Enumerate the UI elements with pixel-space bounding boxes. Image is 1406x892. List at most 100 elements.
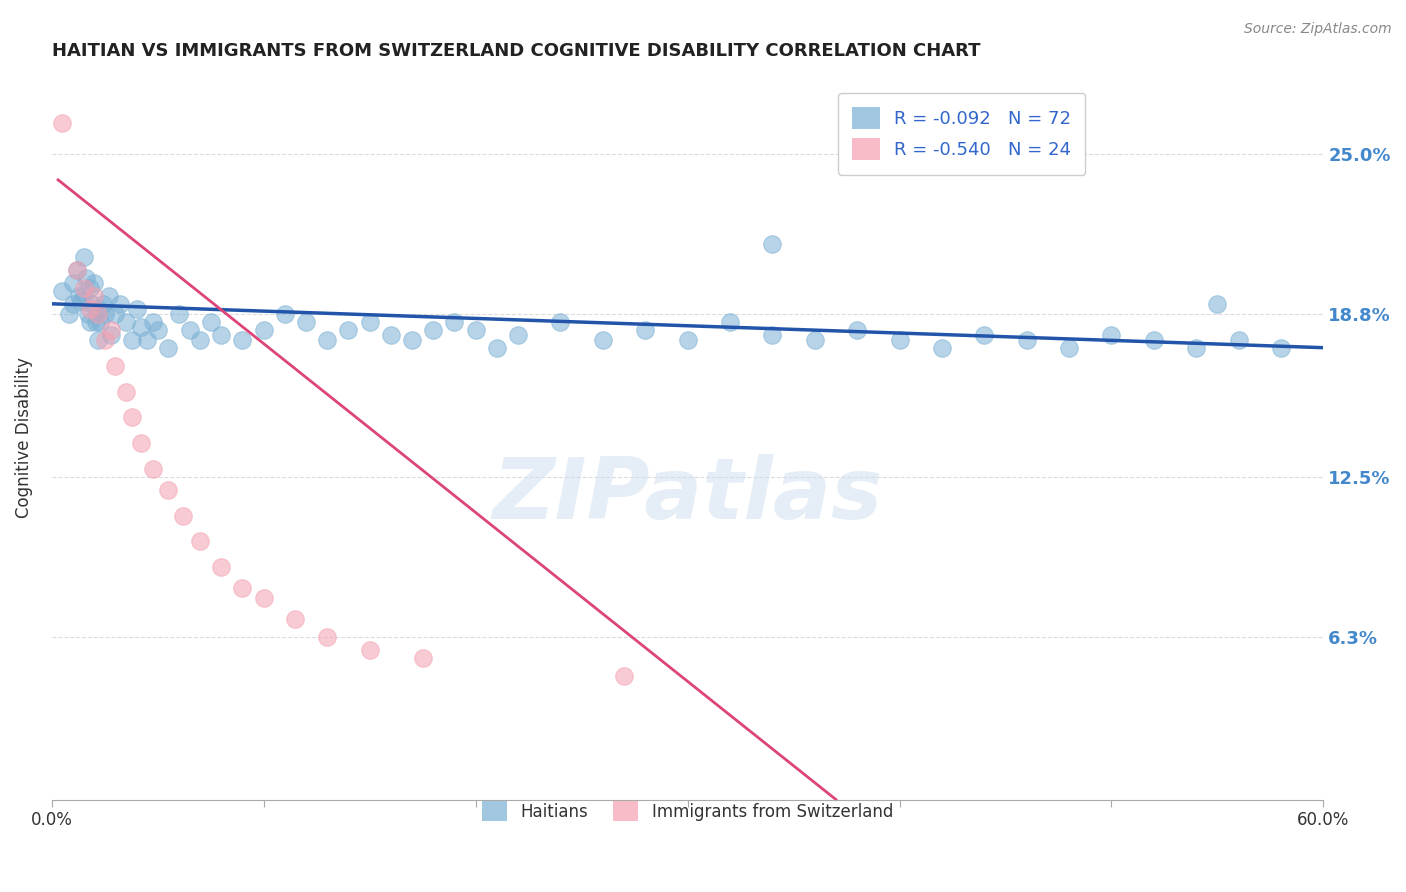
- Text: ZIPatlas: ZIPatlas: [492, 454, 883, 537]
- Y-axis label: Cognitive Disability: Cognitive Disability: [15, 358, 32, 518]
- Point: [146, 323, 169, 337]
- Point: [172, 508, 194, 523]
- Point: [142, 462, 165, 476]
- Point: [115, 315, 138, 329]
- Point: [79, 281, 101, 295]
- Point: [100, 327, 122, 342]
- Point: [157, 341, 180, 355]
- Point: [337, 323, 360, 337]
- Point: [931, 341, 953, 355]
- Point: [284, 612, 307, 626]
- Point: [142, 315, 165, 329]
- Point: [761, 237, 783, 252]
- Point: [889, 333, 911, 347]
- Legend: Haitians, Immigrants from Switzerland: Haitians, Immigrants from Switzerland: [468, 788, 907, 835]
- Point: [79, 301, 101, 316]
- Point: [1101, 327, 1123, 342]
- Point: [87, 307, 110, 321]
- Point: [58, 307, 80, 321]
- Point: [83, 289, 105, 303]
- Point: [718, 315, 741, 329]
- Point: [316, 630, 339, 644]
- Point: [167, 307, 190, 321]
- Point: [83, 276, 105, 290]
- Point: [66, 263, 89, 277]
- Point: [121, 410, 143, 425]
- Point: [115, 384, 138, 399]
- Point: [179, 323, 201, 337]
- Point: [613, 668, 636, 682]
- Point: [485, 341, 508, 355]
- Point: [72, 250, 94, 264]
- Point: [89, 315, 111, 329]
- Point: [209, 327, 232, 342]
- Point: [108, 297, 131, 311]
- Point: [51, 284, 73, 298]
- Point: [1206, 297, 1229, 311]
- Point: [316, 333, 339, 347]
- Point: [401, 333, 423, 347]
- Text: Source: ZipAtlas.com: Source: ZipAtlas.com: [1244, 22, 1392, 37]
- Point: [72, 281, 94, 295]
- Point: [72, 289, 94, 303]
- Point: [104, 307, 127, 321]
- Point: [231, 333, 253, 347]
- Point: [93, 307, 115, 321]
- Point: [676, 333, 699, 347]
- Point: [634, 323, 657, 337]
- Point: [51, 116, 73, 130]
- Point: [157, 483, 180, 497]
- Point: [422, 323, 444, 337]
- Point: [87, 333, 110, 347]
- Point: [550, 315, 572, 329]
- Point: [62, 276, 84, 290]
- Point: [188, 534, 211, 549]
- Point: [67, 289, 90, 303]
- Point: [443, 315, 465, 329]
- Point: [121, 333, 143, 347]
- Point: [253, 323, 276, 337]
- Point: [104, 359, 127, 373]
- Point: [973, 327, 995, 342]
- Point: [84, 315, 107, 329]
- Point: [253, 591, 276, 606]
- Point: [188, 333, 211, 347]
- Point: [129, 436, 152, 450]
- Point: [412, 650, 434, 665]
- Point: [359, 315, 381, 329]
- Point: [1185, 341, 1208, 355]
- Point: [506, 327, 529, 342]
- Point: [79, 315, 101, 329]
- Point: [1143, 333, 1166, 347]
- Point: [100, 323, 122, 337]
- Point: [803, 333, 825, 347]
- Point: [70, 294, 93, 309]
- Point: [87, 301, 110, 316]
- Point: [91, 297, 114, 311]
- Point: [1015, 333, 1038, 347]
- Point: [464, 323, 486, 337]
- Point: [62, 297, 84, 311]
- Point: [80, 297, 103, 311]
- Point: [231, 581, 253, 595]
- Text: HAITIAN VS IMMIGRANTS FROM SWITZERLAND COGNITIVE DISABILITY CORRELATION CHART: HAITIAN VS IMMIGRANTS FROM SWITZERLAND C…: [52, 42, 980, 60]
- Point: [1227, 333, 1250, 347]
- Point: [359, 642, 381, 657]
- Point: [761, 327, 783, 342]
- Point: [209, 560, 232, 574]
- Point: [295, 315, 318, 329]
- Point: [1057, 341, 1080, 355]
- Point: [75, 271, 97, 285]
- Point: [1270, 341, 1292, 355]
- Point: [93, 333, 115, 347]
- Point: [592, 333, 614, 347]
- Point: [200, 315, 222, 329]
- Point: [136, 333, 159, 347]
- Point: [380, 327, 402, 342]
- Point: [129, 320, 152, 334]
- Point: [274, 307, 297, 321]
- Point: [98, 289, 121, 303]
- Point: [125, 301, 148, 316]
- Point: [846, 323, 869, 337]
- Point: [66, 263, 89, 277]
